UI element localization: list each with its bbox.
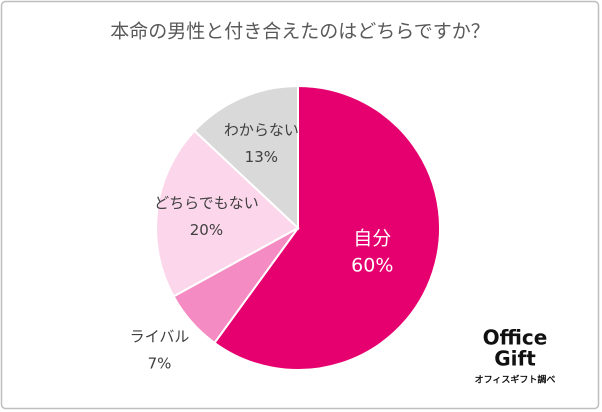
slice-label: 自分 <box>353 228 391 250</box>
slice-label: わからない <box>224 121 299 139</box>
pie-slice <box>213 84 441 371</box>
source-note: オフィスギフト調べ <box>475 374 556 386</box>
slice-label: ライバル <box>130 328 190 346</box>
pie-slice <box>155 129 300 298</box>
value-label: 60% <box>351 255 393 277</box>
value-label: 20% <box>190 221 223 239</box>
chart-title: 本命の男性と付き合えたのはどちらですか？ <box>110 21 489 43</box>
logo-line: Gift <box>494 347 536 371</box>
value-label: 7% <box>148 355 172 373</box>
slice-label: どちらでもない <box>154 194 259 212</box>
value-label: 13% <box>245 148 278 166</box>
pie-slice <box>193 84 299 231</box>
logo-line: Office <box>483 326 548 350</box>
